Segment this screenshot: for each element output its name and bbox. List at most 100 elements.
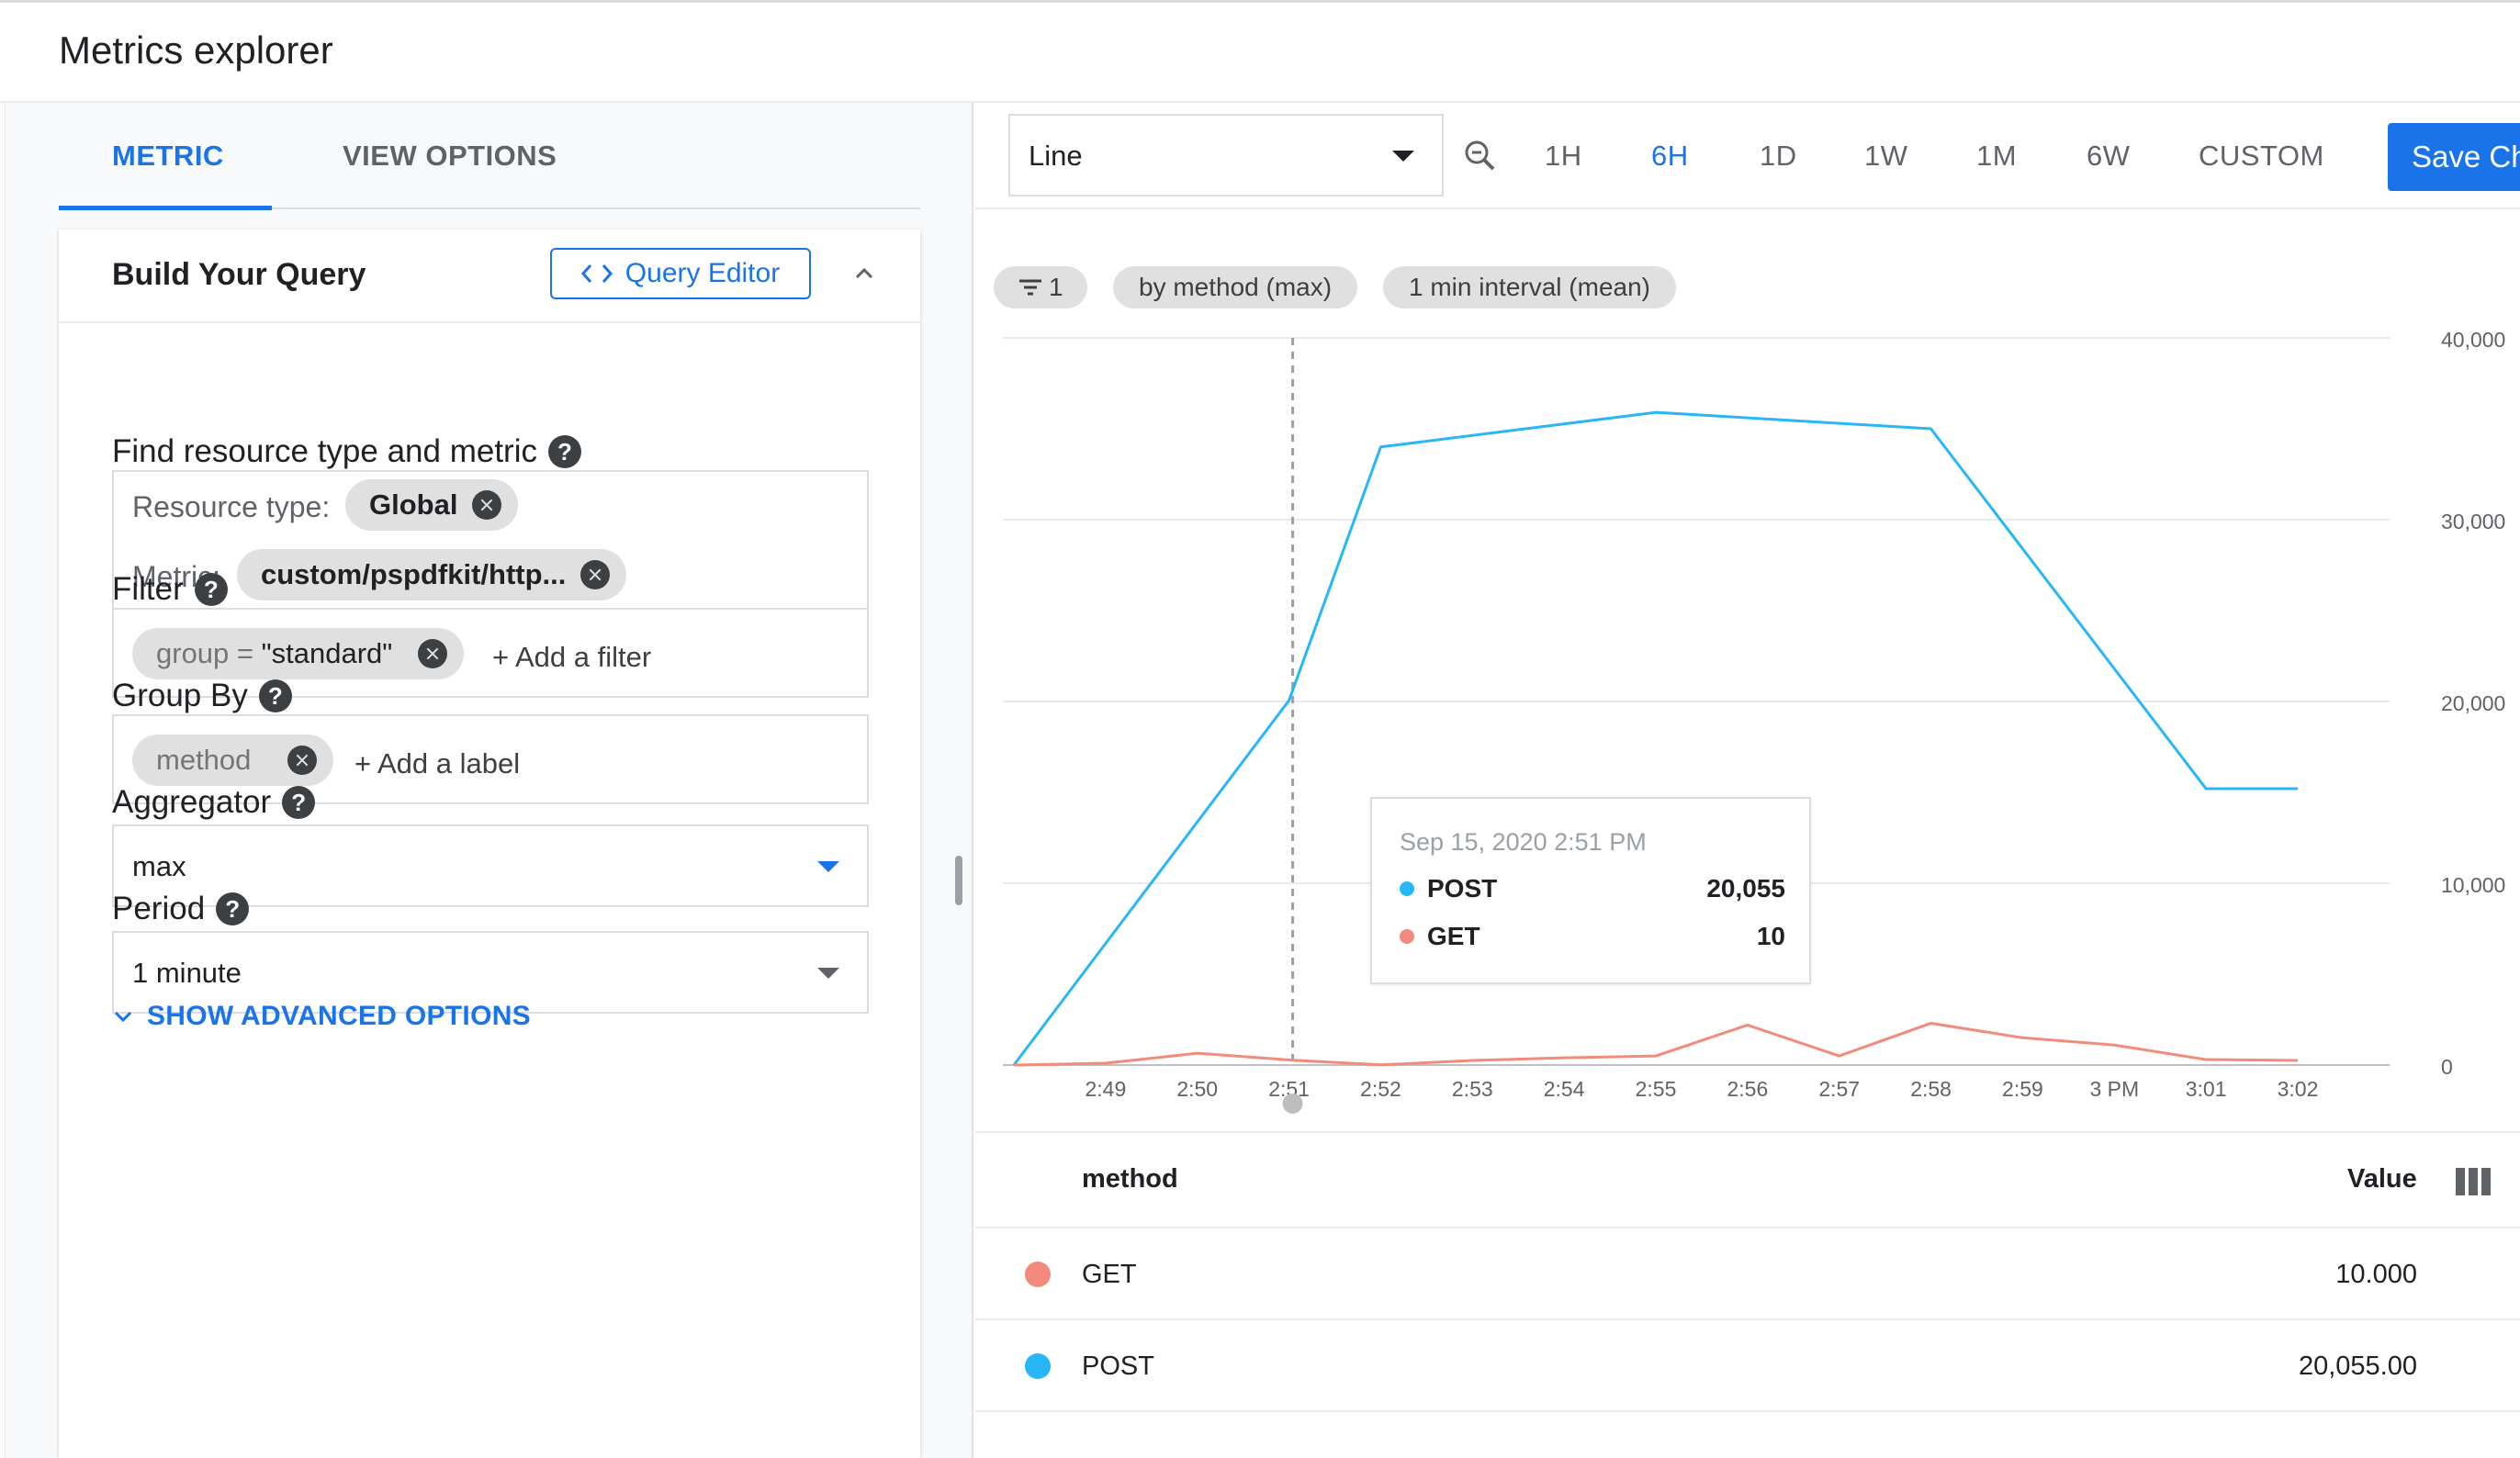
range-6h[interactable]: 6H — [1651, 140, 1689, 172]
x-tick-label: 3:02 — [2278, 1077, 2319, 1101]
resource-metric-box: Resource type: Global Metric: custom/psp… — [112, 470, 869, 610]
crosshair-handle — [1282, 1094, 1303, 1114]
x-tick-label: 2:49 — [1085, 1077, 1126, 1101]
tooltip-date: Sep 15, 2020 2:51 PM — [1400, 828, 1647, 856]
nav-edge — [0, 103, 6, 1458]
chart-type-select[interactable]: Line — [1008, 114, 1444, 196]
tooltip-series-value: 10 — [1756, 922, 1785, 950]
period-value: 1 minute — [132, 957, 242, 989]
show-advanced-options-link[interactable]: SHOW ADVANCED OPTIONS — [112, 1001, 531, 1032]
x-tick-label: 2:55 — [1636, 1077, 1677, 1101]
help-icon[interactable]: ? — [194, 573, 228, 606]
help-icon[interactable]: ? — [282, 786, 316, 819]
add-filter-link[interactable]: + Add a filter — [492, 641, 652, 673]
post-series-dot — [1400, 881, 1414, 896]
metric-chip[interactable]: custom/pspdfkit/http... — [237, 549, 627, 600]
help-icon[interactable]: ? — [216, 892, 250, 925]
x-tick-label: 3:01 — [2186, 1077, 2227, 1101]
range-custom[interactable]: CUSTOM — [2199, 140, 2324, 172]
range-6w[interactable]: 6W — [2087, 140, 2131, 172]
filter-chip[interactable]: group = "standard" — [132, 628, 465, 679]
x-tick-label: 2:56 — [1727, 1077, 1768, 1101]
filter-chip-text: group = "standard" — [156, 637, 392, 670]
remove-icon[interactable] — [418, 639, 448, 668]
interval-pill[interactable]: 1 min interval (mean) — [1383, 266, 1676, 308]
range-1d[interactable]: 1D — [1760, 140, 1797, 172]
remove-icon[interactable] — [287, 746, 318, 775]
group-by-label: Group By — [112, 678, 248, 713]
tooltip-series-name: GET — [1427, 922, 1480, 950]
query-card-title: Build Your Query — [112, 257, 366, 292]
save-chart-button[interactable]: Save Ch — [2388, 123, 2520, 191]
post-series-dot — [1025, 1353, 1051, 1379]
remove-icon[interactable] — [580, 560, 611, 589]
tab-view-options[interactable]: VIEW OPTIONS — [343, 140, 557, 172]
x-tick-label: 2:53 — [1452, 1077, 1493, 1101]
query-card-header: Build Your Query Query Editor — [59, 230, 920, 323]
tab-metric[interactable]: METRIC — [112, 140, 224, 172]
chart-type-value: Line — [1029, 140, 1083, 172]
range-1h[interactable]: 1H — [1545, 140, 1582, 172]
x-tick-label: 2:54 — [1544, 1077, 1585, 1101]
resource-section-text: Find resource type and metric — [112, 433, 537, 469]
left-tabs: METRIC VIEW OPTIONS — [59, 103, 920, 210]
filter-count-pill[interactable]: 1 — [994, 266, 1087, 308]
row-method: POST — [1082, 1351, 1154, 1381]
group-by-chip-text: method — [156, 744, 252, 776]
chart-tooltip: Sep 15, 2020 2:51 PM POST 20,055 GET 10 — [1370, 797, 1811, 984]
page-title: Metrics explorer — [59, 28, 333, 72]
filter-box[interactable]: group = "standard" + Add a filter — [112, 608, 869, 698]
x-tick-label: 2:52 — [1360, 1077, 1401, 1101]
help-icon[interactable]: ? — [258, 679, 292, 712]
query-card: Build Your Query Query Editor Find resou… — [59, 230, 920, 1458]
add-label-link[interactable]: + Add a label — [354, 747, 521, 779]
resource-type-value: Global — [369, 488, 458, 521]
series-line-post — [1012, 410, 2298, 1066]
table-row[interactable]: POST 20,055.00 — [975, 1320, 2520, 1412]
group-pill[interactable]: by method (max) — [1113, 266, 1358, 308]
x-tick-label: 2:59 — [2002, 1077, 2043, 1101]
group-by-box[interactable]: method + Add a label — [112, 714, 869, 804]
resource-type-label: Resource type: — [132, 490, 331, 523]
period-select[interactable]: 1 minute — [112, 931, 869, 1014]
table-row[interactable]: GET 10.000 — [975, 1228, 2520, 1320]
zoom-icon[interactable] — [1462, 138, 1499, 174]
query-editor-button[interactable]: Query Editor — [550, 248, 811, 299]
filter-section-label: Filter ? — [112, 571, 228, 608]
get-series-dot — [1025, 1262, 1051, 1287]
remove-icon[interactable] — [472, 490, 502, 520]
filter-count: 1 — [1049, 273, 1063, 301]
resource-type-chip[interactable]: Global — [345, 479, 519, 531]
column-header-method[interactable]: method — [1082, 1164, 1178, 1194]
top-bar: Metrics explorer — [0, 0, 2520, 103]
get-series-dot — [1400, 929, 1414, 944]
filter-chip-key: group = — [156, 637, 262, 669]
tooltip-series-value: 20,055 — [1706, 874, 1785, 903]
row-value: 10.000 — [2335, 1260, 2417, 1289]
group-by-section-label: Group By ? — [112, 678, 292, 714]
filter-label: Filter — [112, 571, 184, 607]
dropdown-arrow-icon — [1392, 151, 1414, 162]
series-line-get — [1013, 1021, 2299, 1067]
column-picker-icon[interactable] — [2456, 1168, 2491, 1195]
aggregator-value: max — [132, 850, 186, 882]
help-icon[interactable]: ? — [547, 435, 581, 468]
range-1m[interactable]: 1M — [1976, 140, 2018, 172]
column-header-value[interactable]: Value — [2347, 1164, 2417, 1194]
tooltip-series-name: POST — [1427, 874, 1498, 903]
range-1w[interactable]: 1W — [1864, 140, 1908, 172]
tooltip-row-post: POST 20,055 — [1400, 874, 1785, 903]
y-tick-label: 0 — [2441, 1055, 2453, 1079]
aggregator-label: Aggregator — [112, 784, 272, 820]
period-label: Period — [112, 891, 206, 926]
dropdown-arrow-icon — [817, 968, 839, 979]
chevron-up-icon[interactable] — [850, 259, 878, 286]
dropdown-arrow-icon — [817, 861, 839, 872]
active-tab-indicator — [59, 206, 272, 210]
metric-value: custom/pspdfkit/http... — [261, 558, 567, 590]
group-by-chip[interactable]: method — [132, 735, 334, 786]
aggregator-section-label: Aggregator ? — [112, 784, 316, 821]
period-section-label: Period ? — [112, 891, 250, 927]
panel-resize-handle[interactable] — [955, 856, 962, 905]
